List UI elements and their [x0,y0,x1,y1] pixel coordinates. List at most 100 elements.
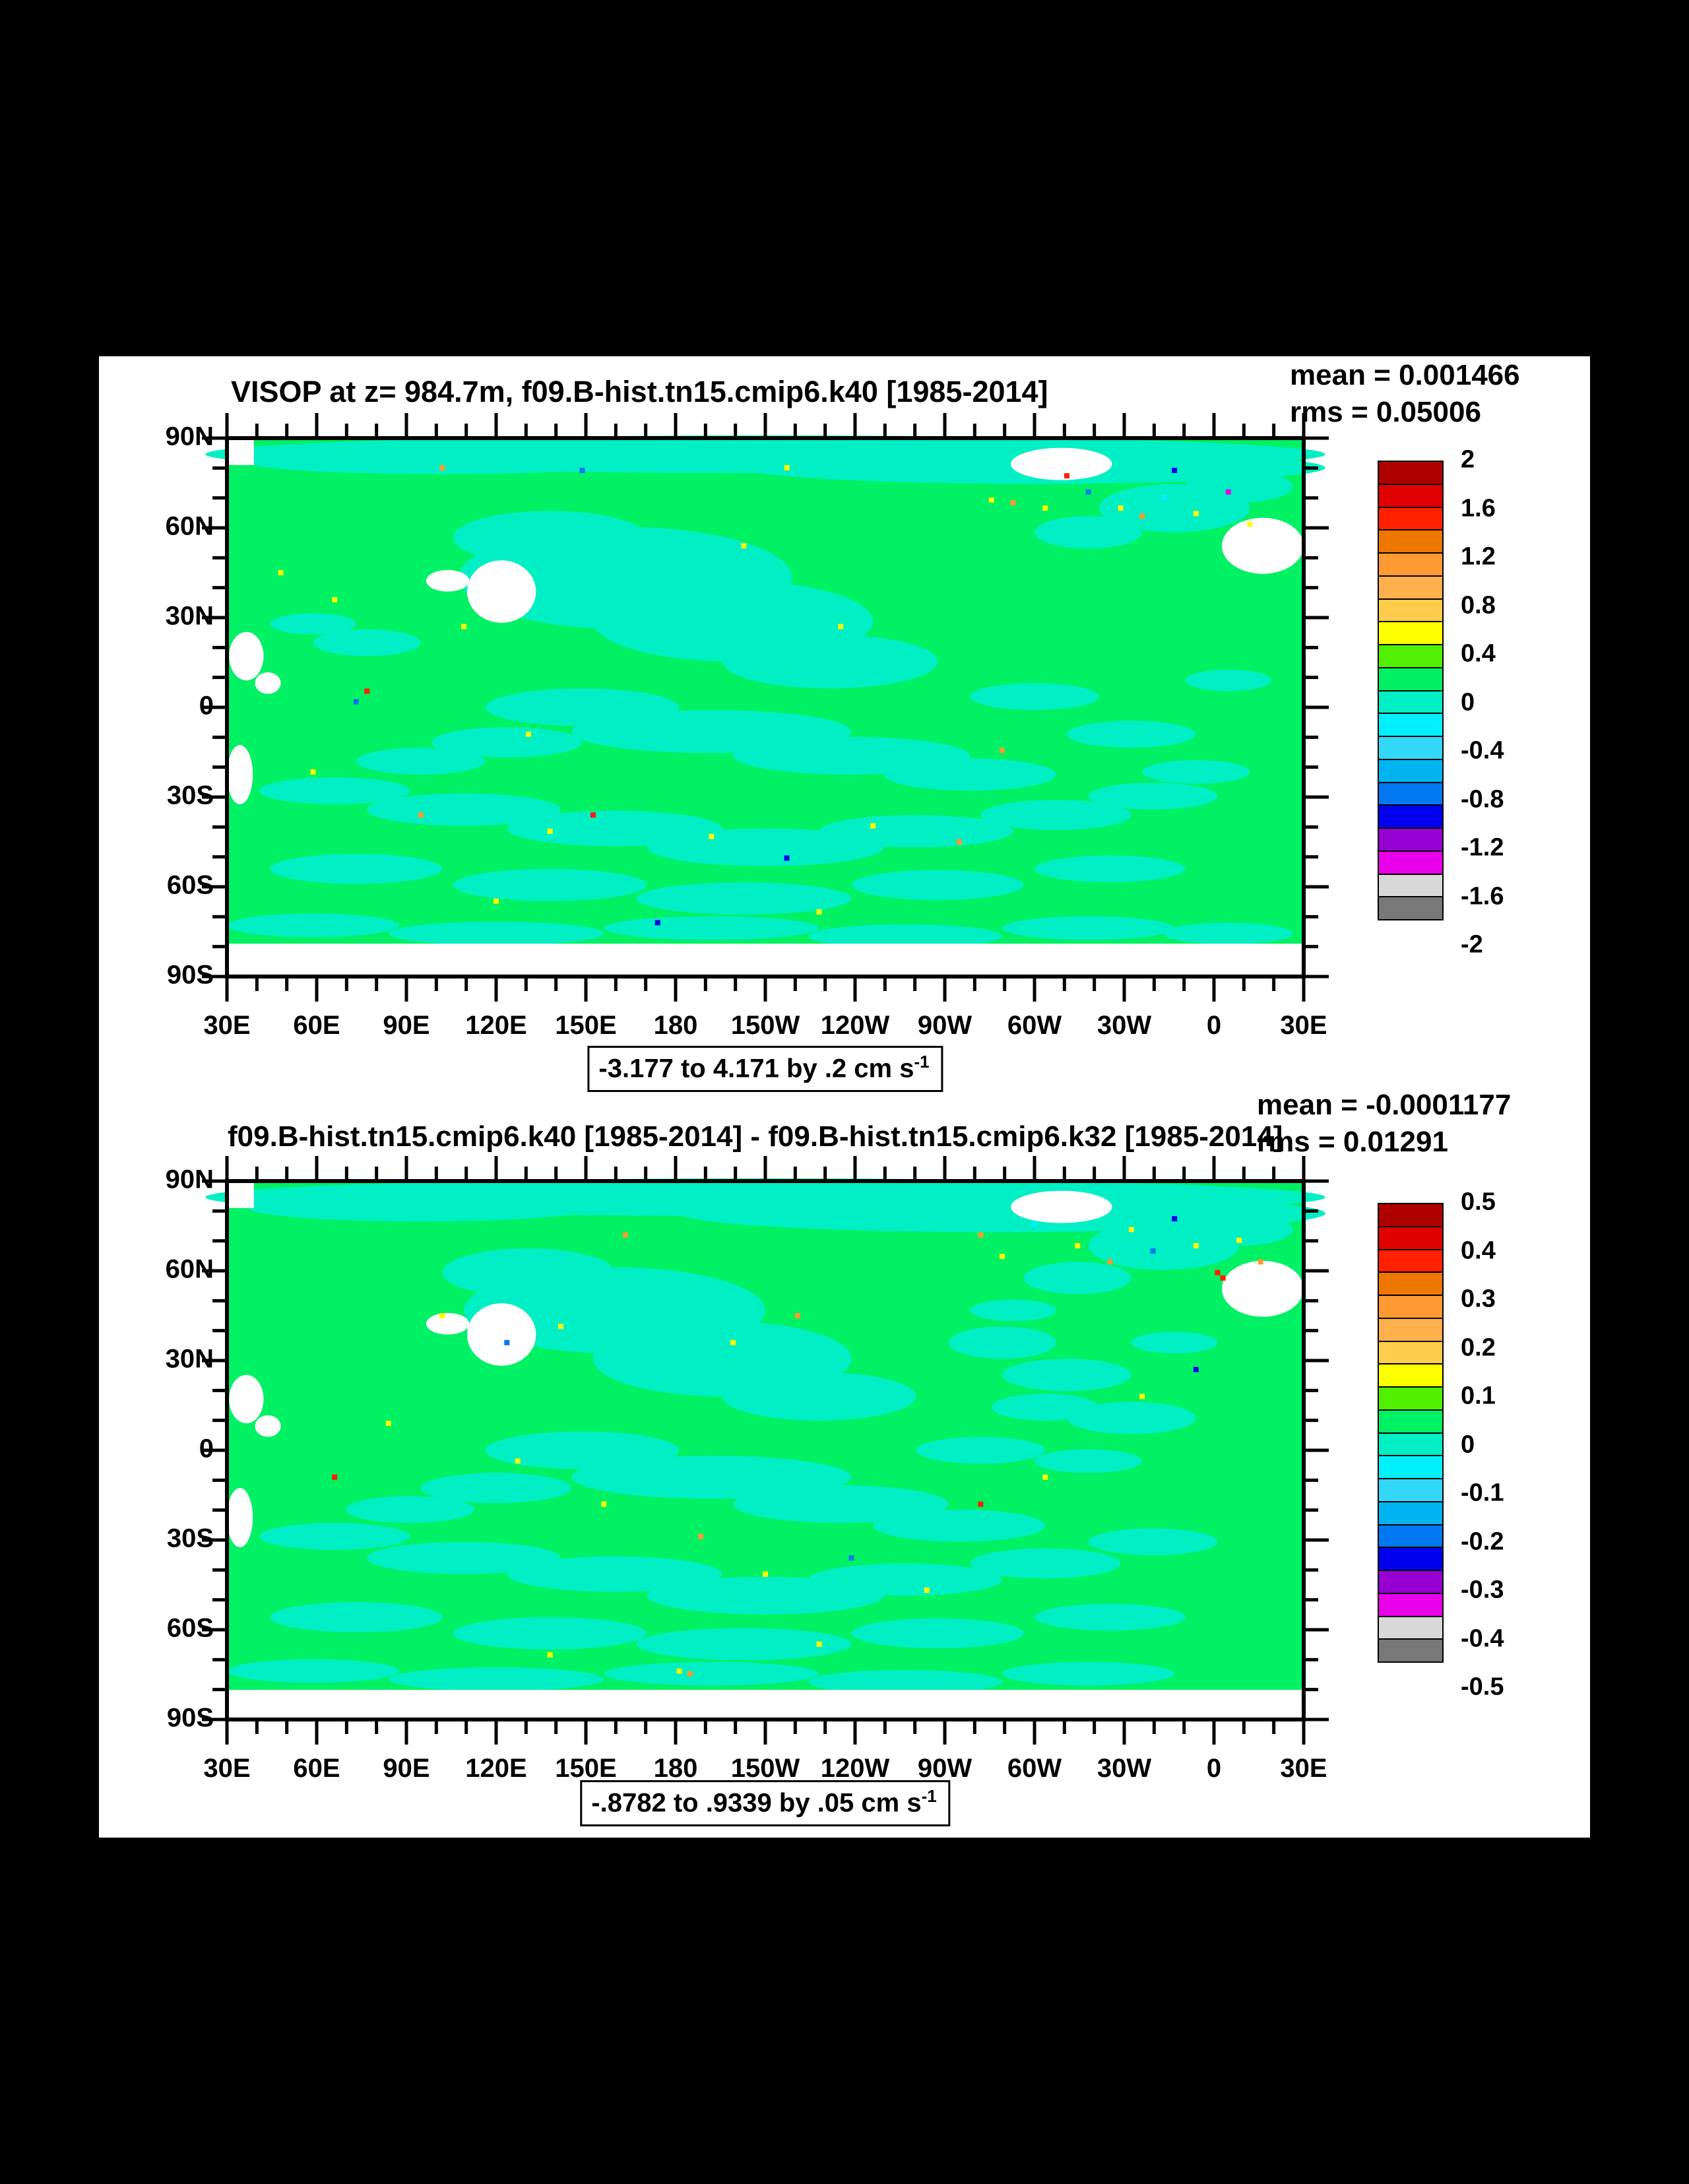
extreme-value-speckle [763,1571,768,1577]
extreme-value-speckle [1139,513,1145,519]
colorbar-tick-label: 0.4 [1461,639,1496,668]
negative-bin-blob [722,1372,916,1421]
x-tick-label: 0 [1206,1754,1222,1783]
extreme-value-speckle [494,898,499,904]
land-mask [227,438,254,465]
negative-bin-blob [819,815,1013,848]
negative-bin-blob [1002,1661,1175,1686]
land-mask [1011,447,1112,480]
extreme-value-speckle [558,1324,563,1330]
extreme-value-speckle [956,839,962,845]
extreme-value-speckle [310,769,316,775]
negative-bin-blob [883,758,1056,791]
x-tick-label: 30E [1280,1754,1327,1783]
x-tick-label: 30E [203,1754,251,1783]
panel1-colorbar [1378,461,1444,920]
colorbar-cell [1378,621,1444,645]
colorbar-cell [1378,1340,1444,1365]
y-tick-label: 30N [165,1344,214,1374]
extreme-value-speckle [1085,489,1091,495]
extreme-value-speckle [1247,521,1253,527]
negative-bin-blob [345,1496,475,1524]
land-mask [227,1690,1304,1719]
x-tick-label: 60W [1007,1011,1062,1040]
extreme-value-speckle [741,543,747,549]
colorbar-tick-label: 1.2 [1461,542,1496,571]
colorbar-tick-label: 1.6 [1461,494,1496,523]
colorbar-cell [1378,575,1444,600]
negative-bin-blob [851,870,1024,901]
colorbar-cell [1378,1432,1444,1457]
negative-bin-blob [970,1299,1056,1322]
negative-bin-blob [851,1618,1024,1649]
extreme-value-speckle [364,688,370,694]
y-tick-label: 30S [166,1524,214,1553]
y-tick-label: 90S [166,960,214,990]
negative-bin-blob [991,1394,1099,1421]
colorbar-cell [1378,483,1444,508]
extreme-value-speckle [1000,1254,1005,1260]
colorbar-cell [1378,1317,1444,1342]
extreme-value-speckle [816,909,822,915]
colorbar-cell [1378,850,1444,875]
y-tick-label: 60N [165,1254,214,1284]
panel2-colorbar [1378,1203,1444,1663]
extreme-value-speckle [418,812,424,818]
extreme-value-speckle [1193,511,1199,517]
negative-bin-blob [367,793,561,826]
extreme-value-speckle [278,570,284,575]
colorbar-cell [1378,1203,1444,1227]
extreme-value-speckle [978,1232,984,1238]
negative-bin-blob [270,1602,443,1632]
negative-bin-blob [1035,855,1186,883]
x-tick-label: 180 [653,1011,698,1040]
extreme-value-speckle [1042,505,1048,511]
negative-bin-blob [808,1669,1003,1694]
y-tick-label: 60N [165,511,214,541]
colorbar-tick-label: -0.3 [1461,1576,1504,1604]
extreme-value-speckle [439,465,445,470]
land-mask [426,569,470,592]
extreme-value-speckle [1215,1269,1221,1275]
colorbar-cell [1378,1592,1444,1617]
negative-bin-blob [647,828,884,866]
negative-bin-blob [1066,1401,1196,1434]
negative-bin-blob [1035,1603,1186,1631]
extreme-value-speckle [1236,1237,1242,1243]
extreme-value-speckle [1139,1394,1145,1399]
extreme-value-speckle [1150,1248,1156,1254]
colorbar-cell [1378,1363,1444,1388]
colorbar-tick-label: -1.2 [1461,833,1504,862]
land-mask [466,1303,536,1366]
extreme-value-speckle [794,1313,800,1318]
colorbar-tick-label: 0 [1461,1430,1475,1459]
y-tick-label: 90N [165,1165,214,1194]
colorbar-cell [1378,781,1444,806]
land-mask [1221,1260,1304,1317]
negative-bin-blob [1088,1528,1218,1556]
negative-bin-blob [227,913,400,938]
land-mask [227,1181,254,1208]
colorbar-cell [1378,1500,1444,1526]
colorbar-cell [1378,644,1444,668]
negative-bin-blob [248,450,637,474]
extreme-value-speckle [784,465,790,470]
extreme-value-speckle [515,1458,521,1464]
extreme-value-speckle [1193,1366,1199,1372]
x-tick-label: 150E [555,1011,617,1040]
negative-bin-blob [453,868,647,901]
land-mask [255,1415,281,1437]
extreme-value-speckle [676,1668,682,1674]
extreme-value-speckle [1118,505,1124,511]
x-tick-label: 30W [1097,1011,1152,1040]
extreme-value-speckle [988,497,994,503]
colorbar-cell [1378,713,1444,737]
colorbar-tick-label: -0.2 [1461,1527,1504,1556]
extreme-value-speckle [1128,1227,1134,1233]
negative-bin-blob [442,1248,615,1297]
colorbar-cell [1378,529,1444,554]
extreme-value-speckle [1000,748,1005,754]
extreme-value-speckle [1193,1242,1199,1248]
panel2-range-text: -.8782 to .9339 by .05 cm s [591,1788,922,1818]
negative-bin-blob [1131,1332,1218,1354]
